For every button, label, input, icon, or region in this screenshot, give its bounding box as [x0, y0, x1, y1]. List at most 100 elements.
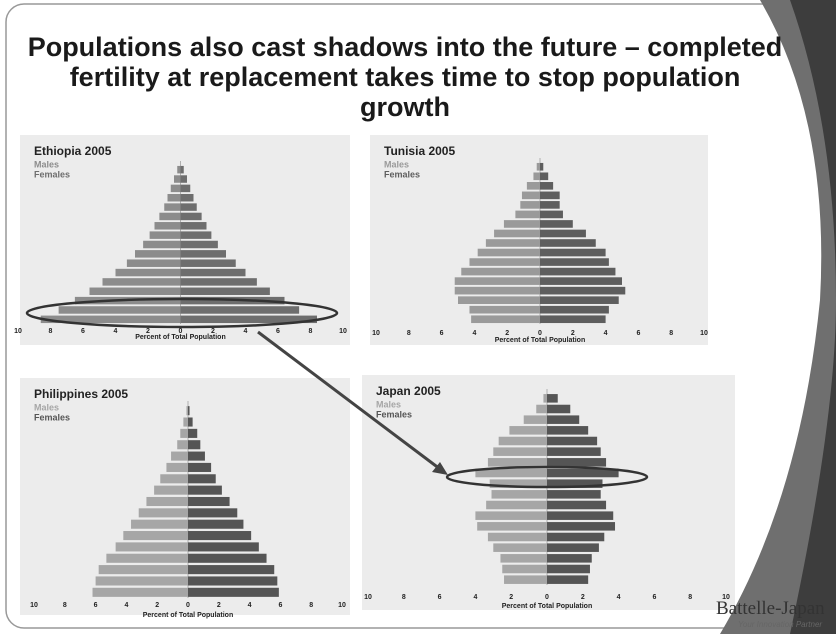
bar [183, 417, 188, 427]
legend-entry: Males [34, 159, 59, 169]
bar [540, 315, 606, 324]
bar [180, 278, 257, 286]
bar [180, 193, 194, 202]
x-tick-label: 2 [509, 594, 513, 601]
bar [177, 440, 188, 450]
bar [540, 220, 573, 228]
bar [154, 485, 188, 495]
x-tick-label: 6 [440, 330, 444, 337]
x-tick-label: 2 [155, 602, 159, 609]
x-tick-label: 10 [30, 602, 38, 609]
bar [526, 182, 540, 190]
bar [547, 415, 580, 424]
bar [188, 451, 205, 461]
x-tick-label: 0 [186, 602, 190, 609]
bar [188, 406, 190, 416]
bar [494, 229, 540, 238]
bar [171, 451, 188, 461]
bar [123, 531, 188, 541]
bar [180, 428, 188, 438]
bar [115, 268, 181, 277]
legend-entry: Females [376, 409, 412, 419]
legend-entry: Males [376, 399, 401, 409]
bar [500, 554, 547, 563]
bar [547, 564, 590, 574]
bar [188, 508, 238, 518]
bar [477, 522, 547, 531]
bar [547, 436, 598, 446]
x-tick-label: 6 [278, 602, 282, 609]
bar [540, 286, 626, 295]
x-tick-label: 2 [581, 594, 585, 601]
chart-title: Philippines 2005 [34, 387, 128, 401]
bar [477, 248, 540, 257]
highlight-ellipse [445, 465, 649, 489]
bar [454, 277, 540, 285]
x-tick-label: 2 [211, 328, 215, 335]
bar [180, 259, 236, 267]
bar [475, 468, 547, 478]
logo-tagline: Your Innovation Partner [738, 620, 823, 629]
bar [547, 458, 607, 467]
bar [180, 268, 246, 277]
bar [487, 458, 547, 467]
bar [540, 162, 544, 171]
bar [126, 259, 181, 267]
legend-entry: Males [384, 159, 409, 169]
bar [106, 553, 188, 563]
bar [515, 210, 540, 219]
x-tick-label: 4 [617, 594, 621, 601]
x-tick-label: 8 [309, 328, 313, 335]
bar [540, 210, 563, 219]
bar [180, 203, 197, 211]
bar [547, 404, 571, 414]
bar [540, 305, 609, 314]
x-tick-label: 8 [309, 602, 313, 609]
bar [533, 172, 540, 181]
chart-title: Ethiopia 2005 [34, 144, 112, 158]
bar [154, 222, 181, 230]
bar [180, 315, 317, 324]
bar [135, 250, 181, 258]
x-tick-label: 6 [438, 594, 442, 601]
bar [164, 203, 181, 211]
bar [547, 554, 592, 563]
bar [540, 239, 596, 247]
bar [143, 240, 181, 249]
bar [471, 315, 540, 324]
bar [540, 172, 549, 181]
bar [540, 201, 560, 209]
x-tick-label: 4 [124, 602, 128, 609]
x-tick-label: 6 [81, 328, 85, 335]
bar [188, 417, 193, 427]
bar [547, 543, 599, 552]
x-tick-label: 2 [146, 328, 150, 335]
x-tick-label: 8 [63, 602, 67, 609]
x-tick-label: 0 [545, 594, 549, 601]
bar [502, 564, 547, 574]
legend-entry: Females [34, 412, 70, 422]
bar [547, 522, 616, 531]
x-tick-label: 6 [652, 594, 656, 601]
bar [180, 212, 202, 221]
bar [454, 286, 540, 295]
bar [159, 212, 181, 221]
bar [547, 426, 589, 435]
x-tick-label: 10 [700, 330, 708, 337]
bar [188, 565, 275, 575]
legend-entry: Females [384, 169, 420, 179]
bar [180, 306, 300, 314]
x-tick-label: 8 [669, 330, 673, 337]
bar [461, 267, 540, 276]
x-tick-label: 4 [604, 330, 608, 337]
bar [540, 267, 616, 276]
bar [188, 542, 259, 552]
x-axis-label: Percent of Total Population [135, 334, 225, 341]
bar [102, 278, 181, 286]
bar [458, 296, 540, 304]
bar [547, 490, 601, 499]
bar [138, 508, 188, 518]
bar [540, 296, 619, 304]
bar [177, 165, 181, 174]
